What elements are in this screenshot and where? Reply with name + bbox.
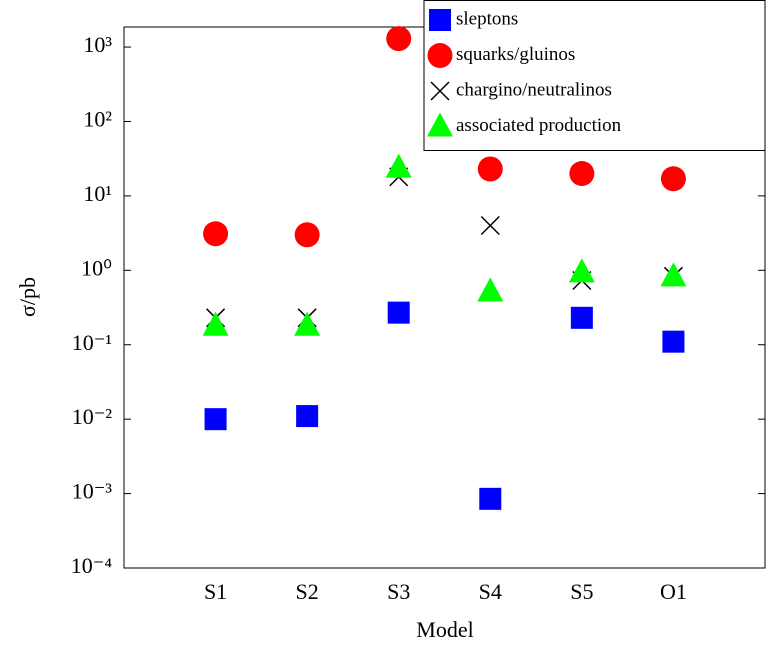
marker-circle: [660, 166, 686, 192]
marker-square: [479, 487, 502, 510]
marker-square: [296, 405, 319, 428]
marker-square: [429, 9, 451, 31]
marker-triangle: [202, 311, 229, 336]
marker-triangle: [385, 153, 412, 178]
marker-square: [662, 330, 685, 353]
marker-circle: [386, 26, 412, 52]
marker-cross: [430, 81, 450, 101]
marker-circle: [203, 221, 229, 247]
legend-label: chargino/neutralinos: [456, 79, 612, 100]
y-axis-label: σ/pb: [15, 277, 40, 317]
marker-triangle: [477, 277, 504, 302]
y-tick-label: 10⁰: [81, 255, 112, 280]
y-tick-label: 10⁻³: [72, 479, 113, 504]
y-tick-label: 10³: [83, 32, 112, 57]
marker-circle: [294, 222, 320, 248]
marker-triangle: [294, 311, 321, 336]
legend-box: [423, 0, 766, 151]
x-tick-label: S3: [387, 579, 410, 604]
marker-square: [387, 301, 410, 324]
x-tick-label: S2: [296, 579, 319, 604]
y-tick-label: 10¹: [83, 181, 112, 206]
legend-label: sleptons: [456, 8, 518, 29]
x-tick-label: S5: [570, 579, 593, 604]
x-tick-label: S4: [479, 579, 502, 604]
marker-circle: [477, 156, 503, 182]
y-tick-label: 10²: [83, 107, 112, 132]
x-tick-label: O1: [660, 579, 687, 604]
marker-cross: [480, 215, 500, 236]
marker-circle: [427, 43, 453, 68]
y-tick-label: 10⁻¹: [72, 330, 112, 355]
marker-triangle: [568, 258, 595, 283]
legend-label: squarks/gluinos: [456, 44, 575, 65]
marker-square: [570, 306, 593, 329]
marker-circle: [569, 160, 595, 186]
marker-triangle: [660, 262, 687, 287]
marker-square: [204, 408, 227, 431]
marker-triangle: [427, 112, 453, 137]
y-tick-label: 10⁻⁴: [71, 553, 113, 578]
legend-label: associated production: [456, 115, 622, 136]
x-tick-label: S1: [204, 579, 227, 604]
x-axis-label: Model: [416, 617, 473, 642]
y-tick-label: 10⁻²: [72, 404, 113, 429]
legend: sleptons squarks/gluinos chargino/neutrali…: [423, 0, 766, 151]
